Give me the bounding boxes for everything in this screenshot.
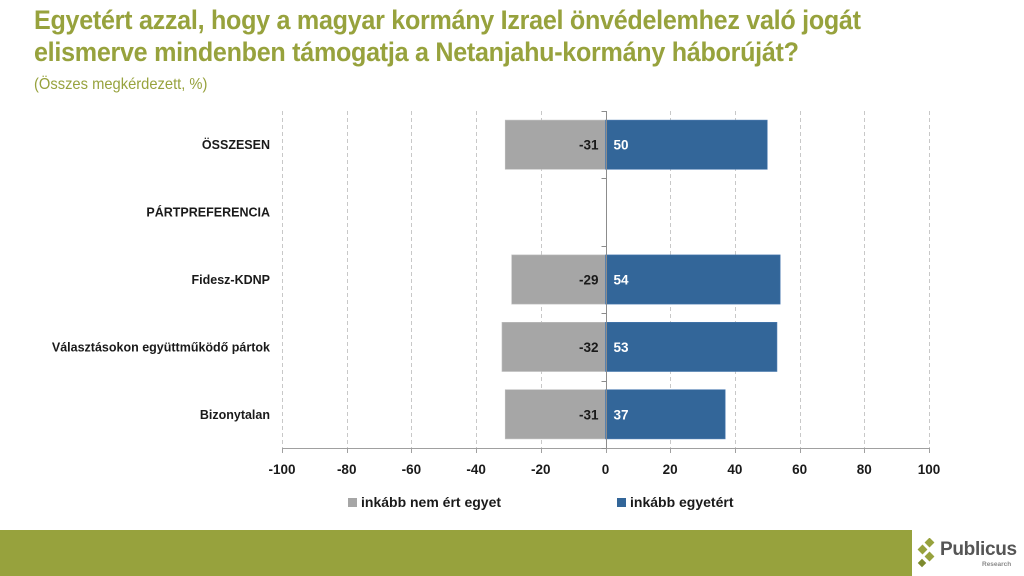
x-tick-label: -20 (531, 462, 551, 477)
data-label-disagree: -29 (579, 273, 599, 288)
legend: inkább nem ért egyet inkább egyetért (0, 494, 1024, 514)
x-tick-label: -40 (466, 462, 486, 477)
x-tick-label: 0 (602, 462, 610, 477)
bar-agree (605, 254, 781, 305)
legend-item-disagree: inkább nem ért egyet (348, 494, 501, 510)
publicus-diamond-icon (917, 538, 935, 568)
bar-disagree (501, 321, 606, 372)
logo-subtitle: Research (982, 561, 1012, 568)
data-label-agree: 54 (614, 273, 630, 288)
labels: -100 -80 -60 -40 -20 0 20 40 60 80 100 ÖSSZESEN -31 5… (52, 137, 940, 477)
category-label: Bizonytalan (200, 408, 270, 422)
chart-subtitle: (Összes megkérdezett, %) (34, 76, 208, 93)
legend-swatch-disagree (348, 497, 357, 507)
x-tick-label: 40 (727, 462, 742, 477)
category-label: PÁRTPREFERENCIA (146, 205, 270, 220)
data-label-agree: 50 (614, 138, 629, 153)
legend-swatch-agree (617, 497, 626, 507)
data-label-disagree: -31 (579, 138, 599, 153)
data-label-disagree: -32 (579, 340, 599, 355)
x-tick-label: 60 (792, 462, 807, 477)
legend-item-agree: inkább egyetért (617, 494, 733, 510)
data-label-agree: 53 (614, 340, 630, 355)
category-label: Fidesz-KDNP (192, 273, 270, 287)
bar-agree (605, 389, 726, 440)
bar-disagree (504, 119, 606, 170)
bars (501, 119, 781, 440)
chart-title: Egyetért azzal, hogy a magyar kormány Iz… (34, 5, 861, 67)
legend-label-agree: inkább egyetért (630, 494, 734, 510)
publicus-logo: Publicus Research (916, 536, 1024, 572)
bar-agree (605, 321, 778, 372)
x-tick-label: -60 (402, 462, 422, 477)
category-label: Választásokon együttműködő pártok (52, 340, 270, 354)
data-label-agree: 37 (614, 407, 629, 422)
x-tick-label: 20 (663, 462, 678, 477)
axes (282, 111, 930, 453)
bar-disagree (511, 254, 606, 305)
bar-agree (605, 119, 768, 170)
data-label-disagree: -31 (579, 407, 599, 422)
x-tick-label: 80 (857, 462, 872, 477)
footer-accent-bar (0, 530, 1024, 576)
bar-disagree (504, 389, 606, 440)
diverging-bar-chart: -100 -80 -60 -40 -20 0 20 40 60 80 100 ÖSSZESEN -31 5… (52, 111, 940, 477)
logo-name: Publicus (940, 539, 1017, 560)
x-tick-label: 100 (918, 462, 941, 477)
legend-label-disagree: inkább nem ért egyet (361, 494, 502, 510)
x-tick-label: -100 (268, 462, 295, 477)
x-tick-label: -80 (337, 462, 357, 477)
category-label: ÖSSZESEN (202, 137, 270, 152)
